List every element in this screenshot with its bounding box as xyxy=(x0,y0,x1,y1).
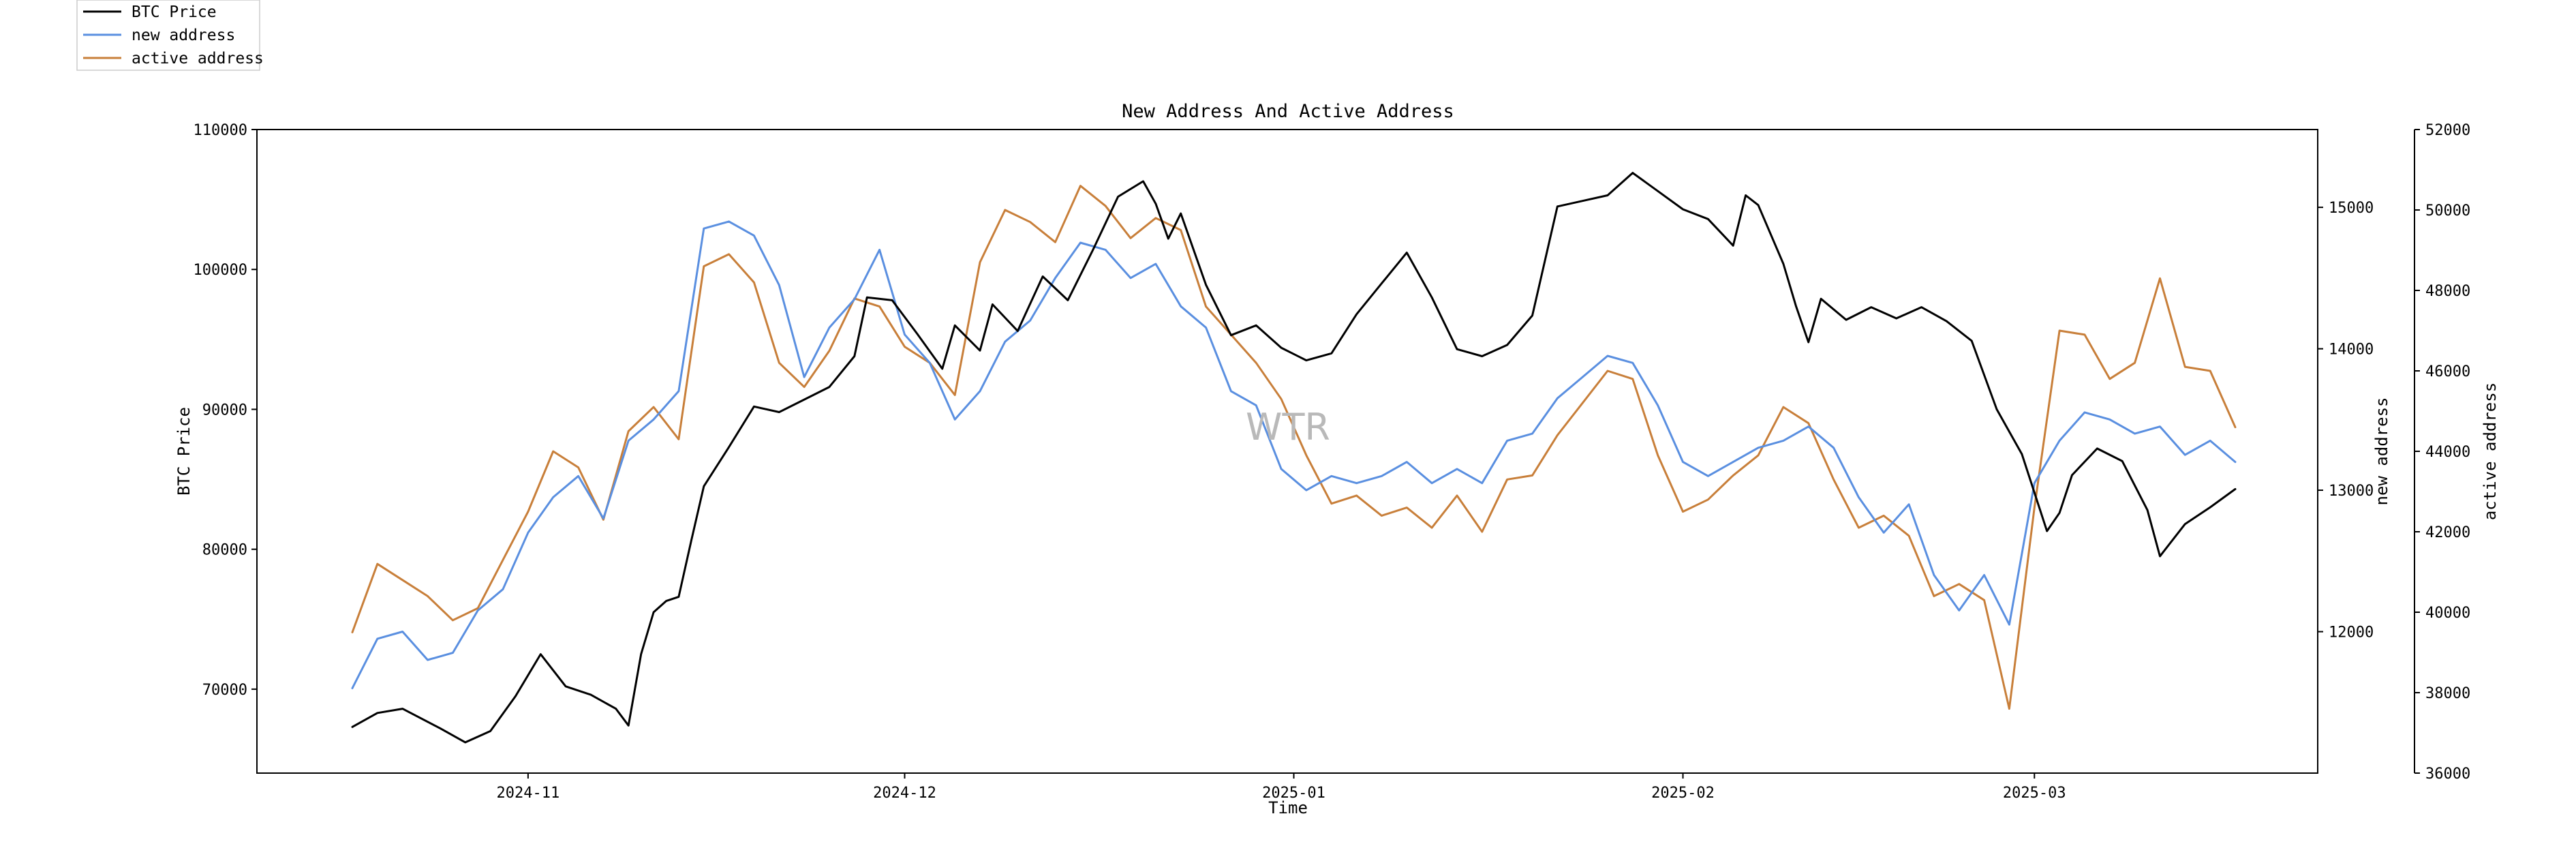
active-address-tick-label: 40000 xyxy=(2425,605,2470,622)
x-tick-label: 2025-01 xyxy=(1262,785,1325,802)
left-tick-label: 80000 xyxy=(202,542,247,559)
legend-label-new-address: new address xyxy=(132,27,235,44)
left-tick-label: 90000 xyxy=(202,402,247,419)
new-address-axis-label: new address xyxy=(2372,397,2391,506)
active-address-tick-label: 42000 xyxy=(2425,524,2470,541)
active-address-tick-label: 38000 xyxy=(2425,685,2470,702)
plot-area xyxy=(256,129,2318,774)
new-address-axis-ticks: 12000 13000 14000 15000 xyxy=(2318,200,2374,642)
left-tick-label: 100000 xyxy=(194,262,247,279)
x-tick-label: 2025-03 xyxy=(2003,785,2066,802)
series-layer xyxy=(351,172,2237,744)
series-line-btc-price xyxy=(351,172,2237,744)
watermark: WTR xyxy=(1246,406,1330,449)
left-tick-label: 70000 xyxy=(202,682,247,699)
active-address-tick-label: 46000 xyxy=(2425,363,2470,380)
left-axis-label: BTC Price xyxy=(174,407,194,496)
left-tick-label: 110000 xyxy=(194,122,247,139)
x-tick-label: 2024-12 xyxy=(873,785,936,802)
active-address-axis-ticks: 36000 38000 40000 42000 44000 46000 48000 50000… xyxy=(2414,122,2470,783)
active-address-tick-label: 44000 xyxy=(2425,444,2470,461)
x-axis-label: Time xyxy=(1268,798,1308,817)
new-address-tick-label: 12000 xyxy=(2329,624,2374,642)
active-address-tick-label: 50000 xyxy=(2425,202,2470,220)
x-tick-label: 2024-11 xyxy=(497,785,560,802)
legend-label-btc-price: BTC Price xyxy=(132,3,217,21)
active-address-axis-label: active address xyxy=(2481,382,2500,520)
chart-title: New Address And Active Address xyxy=(1122,101,1454,122)
x-tick-label: 2025-02 xyxy=(1651,785,1715,802)
x-axis-ticks: 2024-11 2024-12 2025-01 2025-02 2025-03 xyxy=(497,773,2066,802)
new-address-tick-label: 15000 xyxy=(2329,200,2374,217)
legend: BTC Price new address active address xyxy=(76,0,264,71)
active-address-tick-label: 52000 xyxy=(2425,122,2470,139)
new-address-tick-label: 14000 xyxy=(2329,342,2374,359)
series-line-active-address xyxy=(351,185,2237,710)
active-address-tick-label: 48000 xyxy=(2425,283,2470,300)
new-address-tick-label: 13000 xyxy=(2329,483,2374,500)
active-address-tick-label: 36000 xyxy=(2425,766,2470,783)
left-axis-ticks: 70000 80000 90000 100000 110000 xyxy=(194,122,257,699)
series-line-new-address xyxy=(351,220,2237,689)
legend-label-active-address: active address xyxy=(132,50,264,67)
